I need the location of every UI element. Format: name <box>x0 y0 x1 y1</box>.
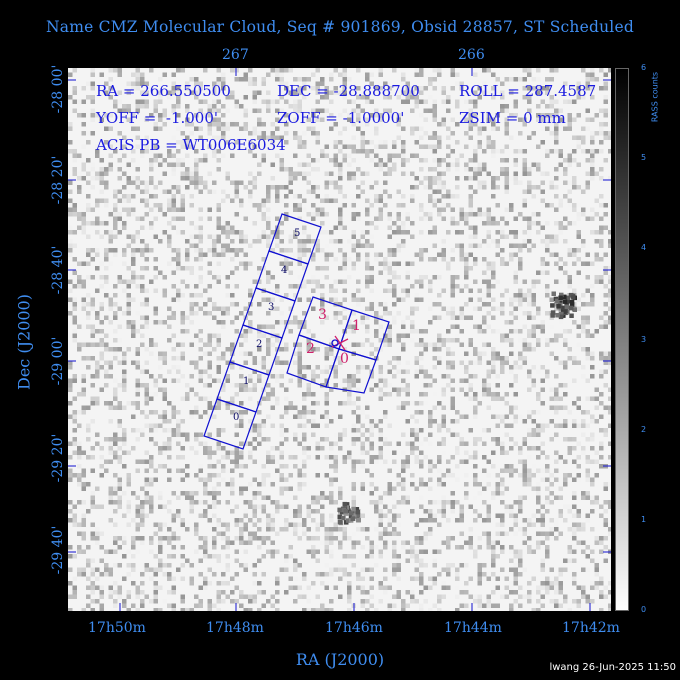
colorbar-tick-3: 3 <box>641 335 647 344</box>
info-zoff: ZOFF = -1.0000' <box>277 109 405 127</box>
acis-s-chip-0 <box>203 398 257 450</box>
s-chip-label-4: 4 <box>281 265 287 276</box>
top-tick-267: 267 <box>222 47 249 63</box>
colorbar-tick-4: 4 <box>641 243 647 252</box>
s-chip-label-3: 3 <box>268 302 274 313</box>
info-zsim: ZSIM = 0 mm <box>459 109 566 127</box>
s-chip-label-1: 1 <box>243 376 249 387</box>
colorbar-tick-1: 1 <box>641 515 647 524</box>
x-axis-label: RA (J2000) <box>295 650 385 669</box>
sky-image-svg: 5 4 3 2 1 0 3 1 2 0 <box>68 68 613 613</box>
info-ra: RA = 266.550500 <box>96 82 231 100</box>
sky-image: 5 4 3 2 1 0 3 1 2 0 <box>68 68 613 613</box>
colorbar-tick-0: 0 <box>641 605 647 614</box>
colorbar <box>615 68 629 611</box>
left-tick-29-20: -29 20' <box>50 433 66 483</box>
axis-ticks <box>68 68 611 611</box>
left-tick-29-40: -29 40' <box>50 525 66 575</box>
bottom-tick-17h50m: 17h50m <box>88 620 146 636</box>
acis-i-array <box>286 296 390 394</box>
s-chip-label-5: 5 <box>294 228 300 239</box>
info-acis: ACIS PB = WT006E6034 <box>96 136 286 154</box>
info-yoff: YOFF = -1.000' <box>96 109 219 127</box>
i-chip-label-1: 1 <box>352 318 361 334</box>
left-tick-28-40: -28 40' <box>50 245 66 295</box>
info-roll: ROLL = 287.4587 <box>459 82 597 100</box>
rass-counts-noise <box>68 68 613 613</box>
bottom-tick-17h48m: 17h48m <box>206 620 264 636</box>
colorbar-tick-2: 2 <box>641 425 647 434</box>
i-chip-label-2: 2 <box>306 341 315 357</box>
bottom-tick-17h42m: 17h42m <box>562 620 620 636</box>
left-tick-28-20: -28 20' <box>50 155 66 205</box>
left-tick-28-00: -28 00' <box>50 64 66 114</box>
colorbar-label: RASS counts <box>650 71 660 123</box>
bottom-tick-17h46m: 17h46m <box>325 620 383 636</box>
info-dec: DEC = -28.888700 <box>277 82 420 100</box>
footer-timestamp: lwang 26-Jun-2025 11:50 <box>549 662 676 673</box>
colorbar-tick-6: 6 <box>641 63 647 72</box>
y-axis-label: Dec (J2000) <box>14 294 34 390</box>
left-tick-29-00: -29 00' <box>50 336 66 386</box>
acis-s-array <box>203 213 322 450</box>
i-chip-label-0: 0 <box>340 351 349 367</box>
s-chip-label-2: 2 <box>256 339 262 350</box>
plot-title: Name CMZ Molecular Cloud, Seq # 901869, … <box>46 18 634 36</box>
colorbar-tick-5: 5 <box>641 153 647 162</box>
s-chip-label-0: 0 <box>233 412 239 423</box>
acis-i-chip-0 <box>325 348 377 394</box>
aimpoint-marker <box>331 335 349 351</box>
i-chip-label-3: 3 <box>318 307 327 323</box>
top-tick-266: 266 <box>458 47 485 63</box>
chip-labels: 5 4 3 2 1 0 3 1 2 0 <box>233 228 361 423</box>
bottom-tick-17h44m: 17h44m <box>444 620 502 636</box>
